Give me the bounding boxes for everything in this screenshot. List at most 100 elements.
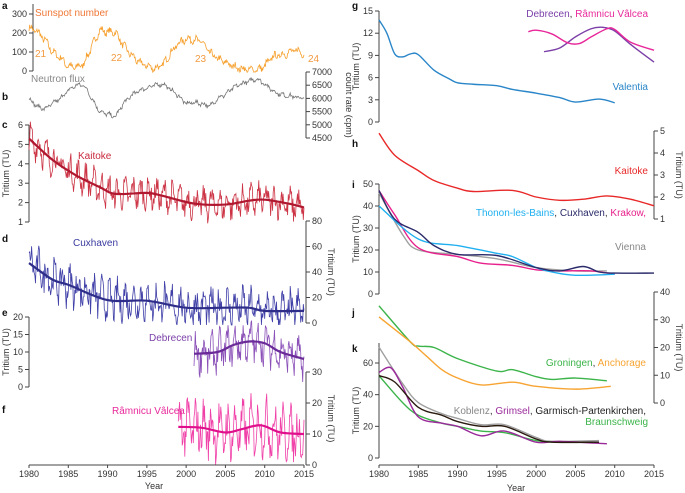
legend-j: Groningen, Anchorage <box>546 358 647 369</box>
y-tick-label-e: 20 <box>13 312 23 322</box>
y-tick-label-i: 50 <box>363 179 373 189</box>
y-tick-label-g: 9 <box>368 50 373 60</box>
raw-series-sunspot-number <box>28 24 305 73</box>
smooth-series-anchorage <box>378 316 611 390</box>
y-tick-label-h: 4 <box>660 148 665 158</box>
panel-letter-i: i <box>352 180 355 191</box>
panel-letter-b: b <box>2 92 8 103</box>
smooth-series-koblenz <box>378 346 600 443</box>
y-axis-title-h: Tritium (TU) <box>674 151 684 199</box>
y-tick-label-c: 4 <box>18 159 23 169</box>
legend-g: Debrecen, Râmnicu Vâlcea <box>526 9 648 20</box>
legend-i-thonon: Thonon-les-Bains <box>476 208 554 219</box>
panel-letter-d: d <box>2 234 8 245</box>
y-tick-label-c: 5 <box>18 139 23 149</box>
y-axis-title-e: Tritium (TU) <box>1 328 11 376</box>
raw-series-debrecen <box>193 319 305 383</box>
smooth-series-r-mnicu-v-lcea <box>528 27 655 51</box>
legend-sep: , <box>490 406 496 417</box>
legend-sep: , <box>570 9 576 20</box>
x-tick-label: 1995 <box>487 469 507 479</box>
y-tick-label-c: 2 <box>18 198 23 208</box>
legend-g-debrecen: Debrecen <box>526 9 569 20</box>
y-tick-label-k: 60 <box>363 358 373 368</box>
y-tick-label-i: 40 <box>363 201 373 211</box>
x-tick-label: 1985 <box>58 469 78 479</box>
label-neutron-flux: Neutron flux <box>31 74 85 85</box>
legend-k-braunschweig: Braunschweig <box>585 417 648 428</box>
label-sunspot: Sunspot number <box>35 8 109 19</box>
y-tick-label-g: 0 <box>368 117 373 127</box>
y-tick-label-d: 80 <box>312 216 322 226</box>
y-tick-label-g: 12 <box>363 28 373 38</box>
y-tick-label-d: 20 <box>312 293 322 303</box>
smooth-series-grimsel <box>378 366 607 445</box>
y-axis-title-f: Tritium (TU) <box>326 395 336 443</box>
panel-letter-c: c <box>2 120 8 131</box>
y-tick-label-i: 30 <box>363 223 373 233</box>
smooth-series-cuxhaven <box>378 190 655 274</box>
label-debrecen: Debrecen <box>149 333 192 344</box>
y-tick-label-h: 3 <box>660 170 665 180</box>
label-valentia: Valentia <box>613 82 649 93</box>
y-tick-label-b: 6500 <box>312 80 332 90</box>
legend-k-koblenz: Koblenz <box>454 406 490 417</box>
y-tick-label-c: 6 <box>18 120 23 130</box>
y-tick-label-j: 10 <box>660 370 670 380</box>
legend-sep: , <box>605 208 611 219</box>
y-axis-title-i: Tritium (TU) <box>351 215 361 263</box>
y-tick-label-e: 15 <box>13 330 23 340</box>
y-tick-label-j: 40 <box>660 287 670 297</box>
y-tick-label-a: 300 <box>12 9 27 19</box>
x-tick-label: 2015 <box>644 469 664 479</box>
y-tick-label-e: 10 <box>13 347 23 357</box>
x-tick-label: 1985 <box>408 469 428 479</box>
y-tick-label-h: 2 <box>660 192 665 202</box>
y-tick-label-a: 100 <box>12 47 27 57</box>
y-axis-title-j: Tritium (TU) <box>674 324 684 372</box>
panel-letter-h: h <box>352 139 358 150</box>
y-tick-label-d: 40 <box>312 267 322 277</box>
y-tick-label-a: 0 <box>22 66 27 76</box>
legend-k-garmisch: Garmisch-Partenkirchen, <box>535 406 646 417</box>
panel-letter-f: f <box>2 405 6 416</box>
y-tick-label-j: 0 <box>660 398 665 408</box>
x-tick-label: 1990 <box>98 469 118 479</box>
y-tick-label-b: 5500 <box>312 107 332 117</box>
x-axis-title-right: Year <box>507 483 525 493</box>
panel-letter-e: e <box>2 308 8 319</box>
y-axis-title-k: Tritium (TU) <box>351 387 361 435</box>
x-tick-label: 1980 <box>19 469 39 479</box>
legend-k-grimsel: Grimsel <box>495 406 529 417</box>
smooth-series-cuxhaven <box>28 262 305 313</box>
legend-i-cuxhaven: Cuxhaven <box>560 208 605 219</box>
raw-series-kaitoke <box>28 121 305 224</box>
legend-i-krakow: Krakow, <box>610 208 646 219</box>
label-kaitoke-h: Kaitoke <box>615 166 649 177</box>
label-ramnicu: Râmnicu Vâlcea <box>112 406 185 417</box>
y-tick-label-e: 0 <box>18 382 23 392</box>
cycle-label-24: 24 <box>308 54 320 65</box>
smooth-series-r-mnicu-v-lcea <box>178 424 305 436</box>
y-tick-label-g: 3 <box>368 95 373 105</box>
legend-i-vienna: Vienna <box>615 242 646 253</box>
y-tick-label-a: 200 <box>12 28 27 38</box>
x-tick-label: 2005 <box>565 469 585 479</box>
label-kaitoke: Kaitoke <box>78 151 112 162</box>
y-tick-label-g: 6 <box>368 73 373 83</box>
x-tick-label: 2000 <box>176 469 196 479</box>
y-tick-label-k: 0 <box>368 453 373 463</box>
legend-sep: , <box>593 358 598 369</box>
legend-sep: , <box>554 208 560 219</box>
x-tick-label: 1995 <box>137 469 157 479</box>
cycle-label-23: 23 <box>195 54 207 65</box>
panel-letter-j: j <box>351 308 355 319</box>
x-tick-label: 1980 <box>369 469 389 479</box>
y-axis-title-c: Tritium (TU) <box>1 150 11 198</box>
raw-series-cuxhaven <box>28 245 305 326</box>
x-tick-label: 2000 <box>526 469 546 479</box>
y-tick-label-i: 10 <box>363 267 373 277</box>
y-axis-title-b: count rate (cpm) <box>344 72 354 138</box>
panel-letter-g: g <box>352 1 358 12</box>
x-tick-label: 2010 <box>605 469 625 479</box>
